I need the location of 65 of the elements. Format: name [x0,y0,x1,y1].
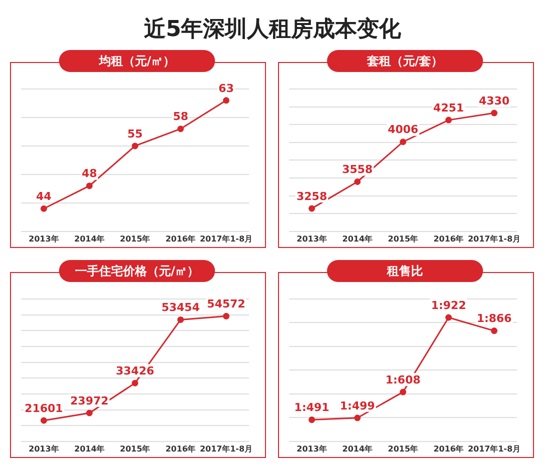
x-tick-label: 2015年 [120,444,150,454]
x-tick-label: 2017年1-8月 [468,444,521,454]
data-label: 54572 [207,298,246,311]
data-label: 1:608 [385,373,421,386]
point [308,205,316,212]
x-tick-label: 2017年1-8月 [200,444,253,454]
point [222,312,230,320]
point [354,414,361,422]
data-label: 21601 [24,402,63,415]
data-label: 44 [36,190,52,203]
data-label: 48 [82,167,98,180]
point [490,328,498,334]
x-tick-label: 2015年 [388,444,418,454]
x-tick-label: 2015年 [388,234,418,244]
point [445,314,452,321]
point [177,126,184,132]
x-tick-label: 2016年 [433,234,464,244]
point [354,178,361,185]
data-label: 4330 [478,94,510,108]
x-tick-label: 2014年 [74,444,105,454]
point [222,97,230,104]
data-label: 58 [172,110,188,124]
x-tick-label: 2013年 [296,444,327,454]
point [86,410,93,416]
x-tick-label: 2013年 [28,234,59,244]
x-tick-label: 2016年 [433,444,464,454]
data-label: 1:922 [431,298,466,312]
point [490,110,498,116]
data-label: 1:499 [340,399,375,412]
data-label: 63 [218,82,234,95]
x-tick-label: 2015年 [120,234,150,244]
point [445,116,452,124]
data-label: 3258 [296,190,328,203]
x-tick-label: 2013年 [28,444,59,454]
data-label: 1:866 [476,312,512,326]
x-tick-label: 2017年1-8月 [468,234,521,244]
point [400,138,406,146]
data-label: 4006 [388,123,419,136]
data-label: 4251 [433,101,464,114]
data-label: 33426 [116,364,154,378]
point [132,380,138,386]
data-label: 1:491 [294,401,330,414]
chart-title: 套租（元/套） [327,50,483,72]
data-label: 3558 [342,163,373,176]
chart-title: 租售比 [327,260,483,282]
chart-title: 均租（元/㎡） [59,50,215,72]
text: 近5年深圳人租房成本变化 [142,16,402,44]
x-tick-label: 2016年 [165,234,196,244]
point [400,388,406,396]
x-tick-label: 2016年 [165,444,196,454]
x-tick-label: 2017年1-8月 [200,234,253,244]
point [40,205,48,212]
x-tick-label: 2014年 [342,234,373,244]
point [132,142,138,150]
point [86,182,93,190]
x-tick-label: 2013年 [296,234,327,244]
point [177,316,184,323]
x-tick-label: 2014年 [74,234,105,244]
chart-title: 一手住宅价格（元/㎡） [59,260,215,282]
data-label: 23972 [70,394,109,408]
data-label: 55 [127,127,143,140]
point [308,416,316,424]
point [40,417,48,424]
x-tick-label: 2014年 [342,444,373,454]
data-label: 53454 [161,301,200,314]
